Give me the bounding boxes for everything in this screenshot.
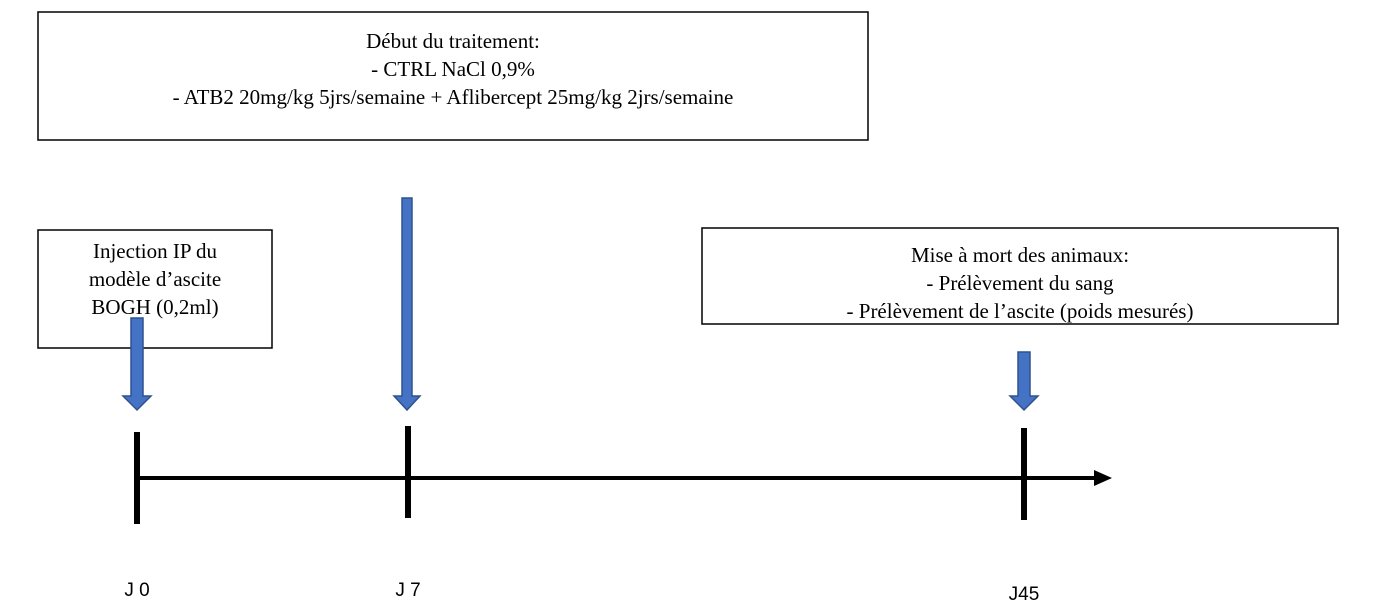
box-text: BOGH (0,2ml) — [91, 295, 218, 319]
box-text: - ATB2 20mg/kg 5jrs/semaine + Aflibercep… — [173, 85, 734, 109]
timepoint-label: J45 — [1009, 584, 1040, 604]
box-text: - Prélèvement de l’ascite (poids mesurés… — [847, 299, 1194, 323]
box-text: Injection IP du — [93, 239, 218, 263]
arrow — [392, 197, 422, 412]
timepoint-label: J 0 — [124, 580, 149, 601]
box-text: Mise à mort des animaux: — [911, 243, 1129, 267]
box-text: - CTRL NaCl 0,9% — [371, 57, 535, 81]
box — [37, 11, 869, 141]
box-text: - Prélèvement du sang — [926, 271, 1114, 295]
timepoint-label: J 7 — [395, 580, 420, 601]
box — [701, 227, 1339, 325]
box-text: Début du traitement: — [366, 29, 540, 53]
arrow — [1008, 351, 1040, 412]
box — [37, 229, 273, 349]
timeline-arrowhead — [1094, 470, 1112, 486]
arrow — [121, 317, 153, 412]
arrows — [121, 197, 1040, 412]
box-text: modèle d’ascite — [89, 267, 221, 291]
